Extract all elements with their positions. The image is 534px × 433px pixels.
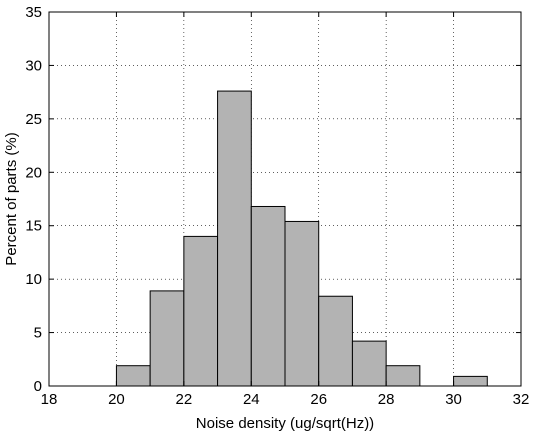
y-tick-label: 5: [34, 325, 42, 342]
y-tick-label: 25: [25, 111, 42, 128]
histogram-bar: [250, 205, 286, 387]
histogram-bar: [115, 365, 151, 387]
histogram-bar: [284, 220, 320, 387]
y-tick-label: 35: [25, 4, 42, 21]
histogram-bar: [183, 235, 219, 387]
x-tick-label: 30: [445, 391, 462, 408]
y-tick-labels: 0 5 10 15 20 25 30 35: [25, 4, 42, 395]
y-tick-label: 0: [34, 378, 42, 395]
y-tick-label: 10: [25, 271, 42, 288]
axis-ticks: [48, 11, 522, 387]
x-tick-labels: 18 20 22 24 26 28 30 32: [41, 391, 530, 408]
histogram-bar: [149, 290, 185, 387]
plot-frame: [48, 11, 522, 387]
x-tick-label: 22: [176, 391, 193, 408]
x-tick-label: 28: [378, 391, 395, 408]
x-tick-label: 20: [108, 391, 125, 408]
histogram-bar: [385, 365, 421, 387]
x-tick-label: 24: [243, 391, 260, 408]
histogram-bar: [453, 375, 488, 387]
histogram-bar: [217, 90, 252, 387]
y-tick-label: 15: [25, 218, 42, 235]
y-axis-label: Percent of parts (%): [3, 132, 20, 265]
x-tick-label: 18: [41, 391, 58, 408]
y-tick-label: 20: [25, 164, 42, 181]
x-axis-label: Noise density (ug/sqrt(Hz)): [196, 415, 374, 432]
x-tick-label: 32: [513, 391, 530, 408]
x-tick-label: 26: [310, 391, 327, 408]
histogram-bars: [115, 90, 488, 387]
y-tick-label: 30: [25, 57, 42, 74]
histogram-bar: [351, 340, 387, 387]
histogram-bar: [318, 295, 353, 387]
